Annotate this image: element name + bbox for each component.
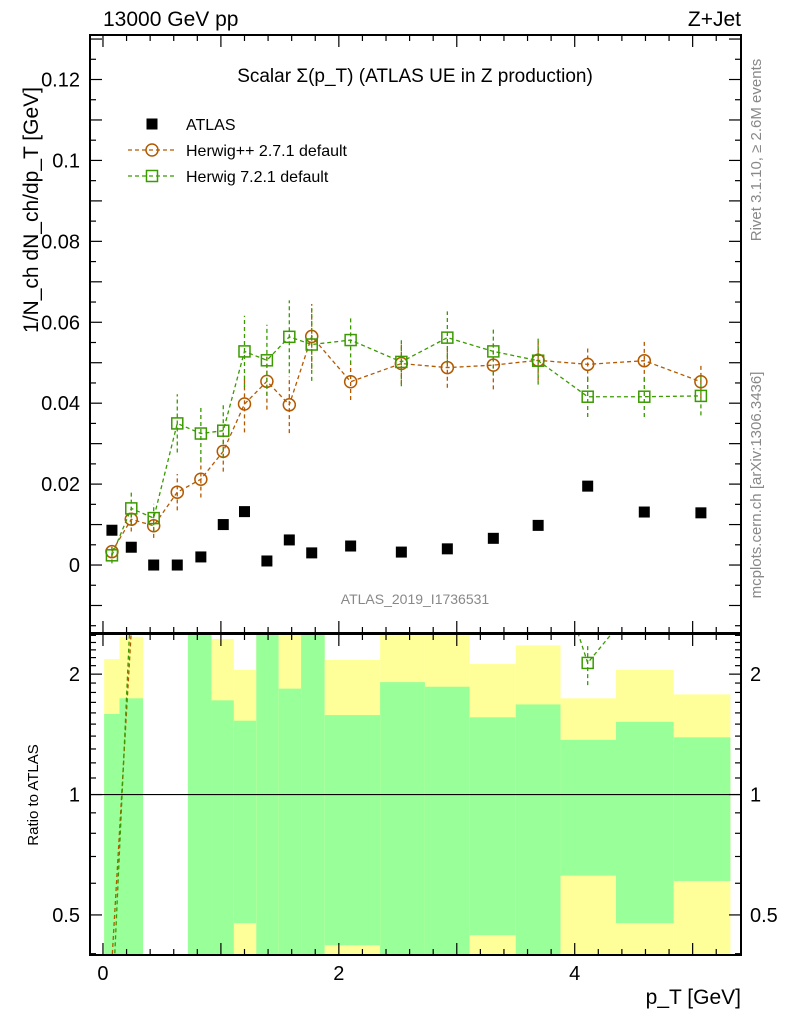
header-energy: 13000 GeV pp <box>103 8 238 31</box>
herwig7-ratio-point <box>581 656 594 670</box>
ratio-band-inner <box>119 698 144 955</box>
ratio-band-inner <box>104 713 120 955</box>
ratio-band-inner <box>673 737 731 881</box>
herwigpp-point <box>194 472 208 487</box>
herwigpp-ratio-line <box>111 634 132 955</box>
legend-label-herwigpp: Herwig++ 2.7.1 default <box>186 143 348 160</box>
herwig7-point <box>305 338 318 351</box>
herwig7-point <box>694 389 708 403</box>
atlas-point <box>441 543 453 555</box>
y-tick-label: 0.06 <box>41 312 80 334</box>
y-tick-label: 0.1 <box>52 150 80 172</box>
atlas-point <box>283 534 295 546</box>
y-tick-label: 0 <box>69 555 80 577</box>
legend-label-atlas: ATLAS <box>186 117 236 134</box>
y-tick-label: 0.12 <box>41 70 80 92</box>
ratio-band-inner <box>615 721 674 924</box>
x-tick-label: 2 <box>333 963 344 985</box>
x-tick-label: 4 <box>569 963 580 985</box>
atlas-point <box>395 546 407 558</box>
ratio-y-tick-label: 1 <box>69 785 80 807</box>
herwigpp-line <box>111 335 702 553</box>
atlas-point <box>195 551 207 563</box>
atlas-point <box>261 555 273 567</box>
watermark: ATLAS_2019_I1736531 <box>341 591 490 607</box>
atlas-point <box>171 559 183 571</box>
herwig7-point <box>217 424 230 437</box>
ratio-band-inner <box>301 634 325 955</box>
atlas-point <box>345 540 357 552</box>
atlas-point <box>306 547 318 559</box>
chart-title: Scalar Σ(p_T) (ATLAS UE in Z production) <box>237 66 593 87</box>
atlas-point <box>217 519 229 531</box>
herwig7-point <box>441 331 454 344</box>
ratio-band-inner <box>278 688 302 955</box>
atlas-point <box>582 480 594 492</box>
ratio-y-tick-label: 2 <box>69 664 80 686</box>
herwig7-ratio-line <box>114 634 131 955</box>
ratio-band-inner <box>324 715 381 946</box>
ratio-band-inner <box>560 739 616 876</box>
atlas-point <box>487 532 499 544</box>
atlas-point <box>532 519 544 531</box>
herwigpp-point <box>237 397 252 411</box>
ratio-band-inner <box>256 634 279 955</box>
ratio-y-tick-label-right: 2 <box>750 664 761 686</box>
ratio-band-inner <box>380 682 425 955</box>
legend-marker-atlas <box>146 118 158 130</box>
herwig7-point <box>487 345 500 358</box>
herwig7-point <box>238 345 251 358</box>
herwig7-point <box>344 333 357 347</box>
ratio-band-inner <box>424 686 470 955</box>
herwig7-point <box>105 549 119 562</box>
ratio-band-inner <box>233 720 257 924</box>
herwig7-point <box>171 417 184 430</box>
ratio-y-tick-label-right: 1 <box>750 785 761 807</box>
herwigpp-point <box>694 374 708 389</box>
legend-label-herwig7: Herwig 7.2.1 default <box>186 169 329 186</box>
atlas-point <box>125 541 137 553</box>
herwig7-point <box>638 390 651 403</box>
herwig7-ratio-line <box>577 634 613 665</box>
ratio-y-tick-label: 0.5 <box>52 905 80 927</box>
atlas-point <box>638 506 650 518</box>
herwigpp-ratio-line <box>201 132 701 633</box>
herwig7-point <box>147 511 160 525</box>
herwigpp-point <box>580 357 595 372</box>
herwigpp-point <box>282 398 297 412</box>
ratio-band-inner <box>187 634 212 955</box>
herwig7-point <box>581 390 594 403</box>
herwigpp-point <box>343 374 358 389</box>
ratio-y-axis-label: Ratio to ATLAS <box>25 744 42 845</box>
herwig7-point <box>531 354 545 367</box>
herwigpp-point <box>637 353 652 368</box>
herwig7-point <box>260 354 274 367</box>
herwig7-line <box>111 336 701 556</box>
atlas-point <box>106 524 118 536</box>
ratio-band-inner <box>515 704 561 955</box>
x-tick-label: 0 <box>97 963 108 985</box>
header-process: Z+Jet <box>688 8 741 31</box>
atlas-point <box>148 559 160 571</box>
ratio-band-inner <box>211 700 234 955</box>
ratio-band-inner <box>469 717 516 936</box>
y-axis-label: 1/N_ch dN_ch/dp_T [GeV] <box>20 87 43 333</box>
herwigpp-point <box>170 485 185 499</box>
x-axis-label: p_T [GeV] <box>646 986 741 1009</box>
herwig7-point <box>283 330 296 344</box>
herwig7-point <box>194 427 208 440</box>
ratio-y-tick-label-right: 0.5 <box>750 905 778 927</box>
y-tick-label: 0.04 <box>41 393 80 415</box>
y-tick-label: 0.08 <box>41 231 80 253</box>
rivet-label: Rivet 3.1.10, ≥ 2.6M events <box>748 59 765 242</box>
herwig7-point <box>395 355 408 369</box>
atlas-point <box>695 507 707 519</box>
herwig7-point <box>125 502 138 515</box>
legend-marker-herwigpp <box>145 143 159 157</box>
y-tick-label: 0.02 <box>41 474 80 496</box>
atlas-point <box>238 506 250 518</box>
mcplots-label: mcplots.cern.ch [arXiv:1306.3436] <box>748 372 765 599</box>
legend-marker-herwig7 <box>145 169 159 183</box>
